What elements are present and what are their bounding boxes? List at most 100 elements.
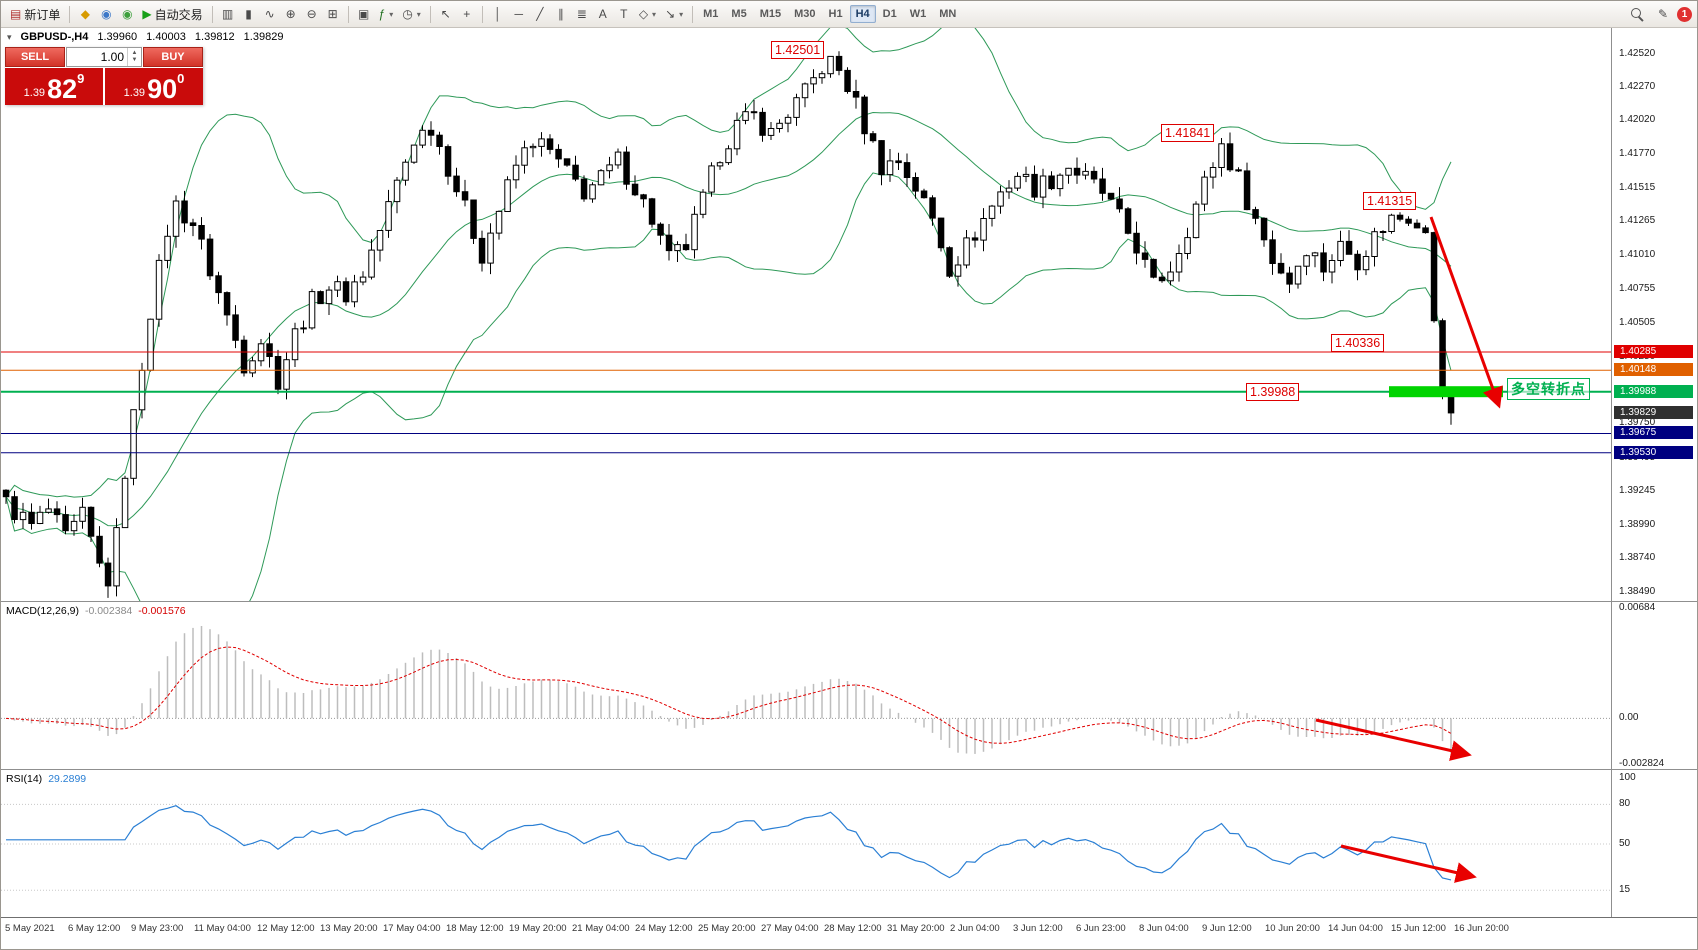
buy-quote-button[interactable]: 1.39 90 0 [105,68,203,105]
buy-button[interactable]: BUY [143,47,203,67]
text-label-button[interactable]: T [614,4,634,24]
dropdown-arrow-icon[interactable]: ▾ [416,9,421,19]
indicators-button[interactable]: ƒ ▾ [375,4,398,24]
ohlc-high: 1.40003 [146,31,186,43]
cursor-button[interactable]: ↖ [436,4,456,24]
highlight-rectangle[interactable] [1389,386,1503,398]
timeframe-m1-button[interactable]: M1 [697,5,724,23]
time-axis-label: 17 May 04:00 [383,923,441,934]
macd-chart[interactable] [1,602,1611,769]
zoom-in-button[interactable]: ⊕ [281,4,301,24]
timeframe-toolbar: M1 M5 M15 M30 H1 H4 D1 W1 MN [697,5,962,23]
zoom-out-button[interactable]: ⊖ [302,4,322,24]
time-axis-label: 11 May 04:00 [194,923,251,934]
price-callout[interactable]: 1.40336 [1331,334,1385,352]
price-axis-label: 1.40505 [1619,317,1656,328]
search-button[interactable] [1626,4,1649,24]
timeframe-h4-button[interactable]: H4 [849,5,876,23]
rsi-chart[interactable] [1,770,1611,917]
timeframe-h1-button[interactable]: H1 [823,5,849,23]
rsi-title: RSI(14) [6,773,43,785]
timeframe-m30-button[interactable]: M30 [788,5,821,23]
vertical-line-button[interactable]: │ [488,4,508,24]
rsi-line [6,805,1452,881]
spin-down-icon[interactable]: ▼ [131,57,138,63]
time-axis-label: 3 Jun 12:00 [1013,923,1063,934]
horizontal-line-icon: ─ [514,7,524,21]
notification-badge[interactable]: 1 [1677,6,1692,22]
time-axis-label: 6 Jun 23:00 [1076,923,1126,934]
ohlc-low: 1.39812 [194,31,235,43]
autotrade-button[interactable]: ▶ 自动交易 [138,4,206,24]
sell-quote-button[interactable]: 1.39 82 9 [5,68,103,105]
price-callout[interactable]: 1.41841 [1161,124,1215,142]
rsi-axis-label: 50 [1619,838,1631,849]
down-arrow-main[interactable] [1429,216,1503,409]
chart-line-icon: ∿ [264,7,275,21]
sell-price-sup: 9 [77,71,85,86]
spin-up-icon[interactable]: ▲ [131,49,138,56]
timeframe-m5-button[interactable]: M5 [725,5,752,23]
chart-bars-button[interactable]: ▥ [218,4,238,24]
arrange-windows-button[interactable]: ▣ [354,4,374,24]
price-callout[interactable]: 1.41315 [1363,192,1417,210]
volume-stepper[interactable]: 1.00 ▲ ▼ [66,47,142,67]
candles-layer [2,51,1455,598]
price-callout[interactable]: 1.39988 [1246,383,1300,401]
tile-windows-button[interactable]: ⊞ [323,4,343,24]
dropdown-arrow-icon[interactable]: ▾ [652,9,657,19]
chart-line-button[interactable]: ∿ [260,4,280,24]
dropdown-arrow-icon[interactable]: ▾ [389,9,394,19]
timeframe-w1-button[interactable]: W1 [904,5,933,23]
time-axis-label: 6 May 12:00 [68,923,121,934]
timeframe-d1-button[interactable]: D1 [877,5,903,23]
chart-candles-button[interactable]: ▮ [239,4,259,24]
rsi-label: RSI(14) 29.2899 [6,773,86,785]
bollinger-bands [5,27,1452,601]
algo-book-button[interactable]: ◆ [75,4,95,24]
vertical-line-icon: │ [494,7,502,21]
trendline-button[interactable]: ╱ [530,4,550,24]
shapes-button[interactable]: ◇ ▾ [635,4,660,24]
new-order-button[interactable]: ▤ 新订单 [6,4,64,24]
arrows-button[interactable]: ↘ ▾ [661,4,687,24]
timeframe-mn-button[interactable]: MN [933,5,962,23]
text-button[interactable]: A [593,4,613,24]
price-chart-panel[interactable]: ▾ GBPUSD-,H4 1.39960 1.40003 1.39812 1.3… [1,27,1697,601]
text-label-icon: T [620,7,628,21]
price-axis-label: 1.38740 [1619,552,1656,563]
rsi-panel[interactable]: RSI(14) 29.2899 100 80 50 15 [1,769,1697,917]
macd-panel[interactable]: MACD(12,26,9) -0.002384 -0.001576 0.0068… [1,601,1697,769]
crosshair-button[interactable]: + [457,4,477,24]
arrange-windows-icon: ▣ [357,7,370,21]
toolbar-separator [692,5,694,23]
edit-button[interactable]: ✎ [1653,4,1673,24]
volume-spinner[interactable]: ▲ ▼ [127,48,141,66]
timeframe-m15-button[interactable]: M15 [754,5,787,23]
sell-button[interactable]: SELL [5,47,65,67]
chart-menu-icon[interactable]: ▾ [7,31,12,42]
fibonacci-button[interactable]: ≣ [572,4,592,24]
equidistant-channel-icon: ∥ [557,7,564,21]
down-arrow-macd[interactable] [1315,718,1472,761]
time-axis-label: 18 May 12:00 [446,923,504,934]
buy-price-big: 90 [147,74,178,105]
sell-price-prefix: 1.39 [23,87,46,99]
down-arrow-rsi[interactable] [1340,844,1477,883]
volume-value[interactable]: 1.00 [100,50,124,64]
turning-point-annotation[interactable]: 多空转折点 [1507,378,1590,400]
macd-axis-label: 0.00 [1619,712,1639,723]
time-axis-label: 25 May 20:00 [698,923,756,934]
market-button[interactable]: ◉ [96,4,116,24]
horizontal-line-button[interactable]: ─ [509,4,529,24]
periods-button[interactable]: ◷ ▾ [398,4,425,24]
horizontal-lines[interactable] [1,351,1611,454]
equidistant-channel-button[interactable]: ∥ [551,4,571,24]
dropdown-arrow-icon[interactable]: ▾ [679,9,684,19]
community-button[interactable]: ◉ [117,4,137,24]
time-axis-label: 16 Jun 20:00 [1454,923,1509,934]
time-axis[interactable]: 5 May 2021 6 May 12:00 9 May 23:00 11 May 0… [1,917,1697,949]
price-callout[interactable]: 1.42501 [771,41,825,59]
toolbar-separator [69,5,71,23]
candlestick-chart[interactable] [1,27,1611,601]
